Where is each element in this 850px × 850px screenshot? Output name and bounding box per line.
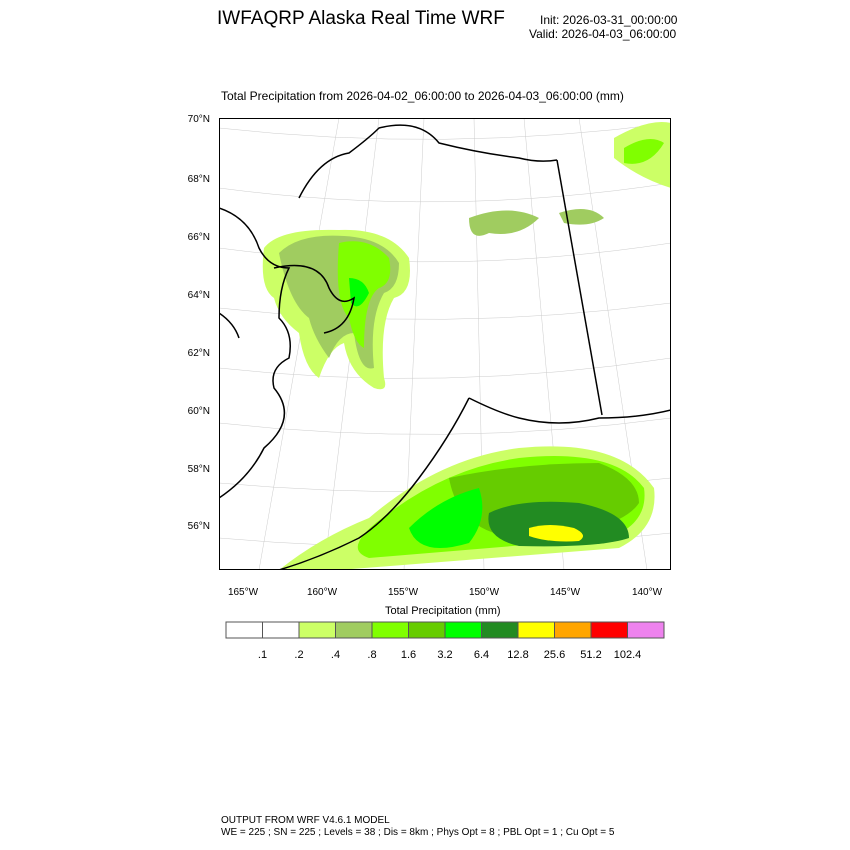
map-panel: [219, 118, 671, 570]
colorbar-level-label: .1: [257, 649, 268, 661]
colorbar-level-label: 3.2: [437, 649, 453, 661]
lat-label: 60°N: [187, 406, 210, 417]
colorbar-swatch: [335, 621, 373, 639]
lat-label: 56°N: [187, 521, 210, 532]
lon-label: 150°W: [468, 587, 500, 598]
colorbar-level-label: 6.4: [473, 649, 490, 661]
colorbar-level-label: 102.4: [613, 649, 642, 661]
lat-label: 62°N: [187, 348, 210, 359]
colorbar-level-label: 25.6: [543, 649, 566, 661]
coastline: [219, 124, 671, 570]
precipitation-gulf: [279, 446, 655, 570]
colorbar-level-label: .4: [330, 649, 341, 661]
colorbar-swatch: [262, 621, 300, 639]
figure-title: IWFAQRP Alaska Real Time WRF: [217, 8, 505, 29]
lat-label: 70°N: [187, 114, 210, 125]
map-frame: [219, 118, 671, 570]
colorbar-level-label: 51.2: [580, 649, 602, 661]
lat-label: 66°N: [187, 232, 210, 243]
footer-options: WE = 225 ; SN = 225 ; Levels = 38 ; Dis …: [221, 827, 615, 838]
colorbar-swatch: [481, 621, 519, 639]
precipitation-west: [262, 229, 410, 390]
colorbar-level-label: .8: [367, 649, 377, 661]
valid-time: Valid: 2026-04-03_06:00:00: [529, 27, 677, 41]
footer-model: OUTPUT FROM WRF V4.6.1 MODEL: [221, 815, 390, 826]
colorbar-swatch: [408, 621, 446, 639]
colorbar-swatch: [225, 621, 263, 639]
lon-label: 140°W: [631, 587, 663, 598]
colorbar-swatch: [517, 621, 555, 639]
map-subtitle: Total Precipitation from 2026-04-02_06:0…: [221, 89, 624, 103]
lat-label: 58°N: [187, 464, 210, 475]
precipitation-north: [469, 122, 671, 236]
colorbar-swatch: [444, 621, 482, 639]
border: [556, 159, 603, 416]
colorbar-title: Total Precipitation (mm): [385, 605, 501, 617]
colorbar-level-label: 1.6: [400, 649, 417, 661]
colorbar-swatch: [554, 621, 592, 639]
colorbar-level-label: 12.8: [507, 649, 529, 661]
lat-label: 68°N: [187, 174, 210, 185]
colorbar-swatch: [590, 621, 628, 639]
colorbar-level-label: .2: [294, 649, 304, 661]
init-time: Init: 2026-03-31_00:00:00: [540, 13, 678, 27]
lon-label: 155°W: [387, 587, 419, 598]
lon-label: 145°W: [549, 587, 581, 598]
lon-label: 165°W: [227, 587, 259, 598]
lat-label: 64°N: [187, 290, 210, 301]
colorbar-swatch: [627, 621, 665, 639]
colorbar-swatch: [371, 621, 409, 639]
colorbar-swatch: [298, 621, 336, 639]
lon-label: 160°W: [306, 587, 338, 598]
colorbar: [225, 621, 665, 639]
